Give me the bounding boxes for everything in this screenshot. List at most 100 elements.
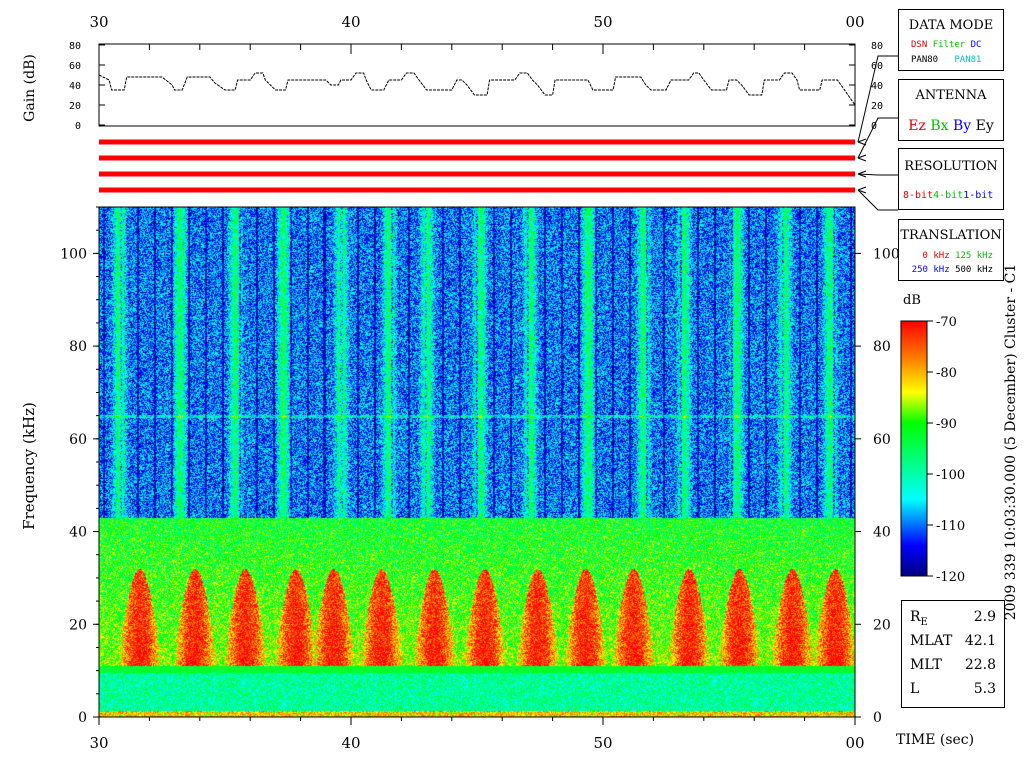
ephemeris-value-re: 2.9 bbox=[973, 609, 996, 625]
ephemeris-row-mlat: MLAT 42.1 bbox=[910, 633, 996, 655]
colorbar-tick-label: -70 bbox=[936, 315, 957, 330]
ephemeris-value-mlt: 22.8 bbox=[964, 657, 996, 673]
antenna-panel: ANTENNA Ez Bx By Ey bbox=[898, 79, 1004, 141]
ephemeris-label-mlat: MLAT bbox=[910, 633, 953, 649]
gain-tick-label-left: 60 bbox=[69, 61, 81, 72]
gain-tick-label-right: 40 bbox=[871, 81, 883, 92]
freq-tick-label-left: 40 bbox=[69, 525, 87, 541]
colorbar bbox=[900, 320, 928, 577]
spectrogram-ylabel: Frequency (kHz) bbox=[20, 402, 38, 530]
time-label-bottom: 00 bbox=[845, 734, 864, 752]
connector-arrow bbox=[857, 186, 867, 194]
connector-arrow bbox=[857, 170, 867, 178]
gain-line bbox=[98, 72, 856, 106]
spectrogram-axes: 0 0 20 20 40 40 60 60 80 80 100 100 bbox=[60, 206, 900, 726]
ephemeris-label-mlt: MLT bbox=[910, 657, 942, 673]
mode-bar bbox=[99, 139, 855, 145]
freq-tick-label-left: 100 bbox=[60, 246, 87, 262]
freq-tick-label-left: 20 bbox=[69, 617, 87, 633]
time-label-top: 00 bbox=[845, 13, 864, 31]
panel-connectors bbox=[857, 55, 898, 211]
mode-bar bbox=[99, 155, 855, 161]
connector-arrow bbox=[857, 154, 867, 162]
resolution-1bit: 1-bit bbox=[963, 190, 994, 201]
time-axis-bottom: 30 40 50 00 bbox=[89, 734, 864, 752]
gain-tick-label-left: 80 bbox=[69, 41, 81, 52]
colorbar-tick-label: -110 bbox=[936, 519, 965, 534]
ephemeris-row-l: L 5.3 bbox=[910, 681, 996, 703]
ephemeris-value-l: 5.3 bbox=[973, 681, 996, 697]
gain-tick-label-right: 60 bbox=[871, 61, 883, 72]
data-mode-filter: Filter bbox=[932, 40, 966, 50]
freq-tick-label-left: 80 bbox=[69, 339, 87, 355]
antenna-bx: Bx bbox=[930, 118, 949, 134]
connector-arrow bbox=[857, 138, 867, 146]
translation-title: TRANSLATION bbox=[900, 228, 1002, 243]
gain-tick-label-left: 0 bbox=[75, 121, 81, 132]
antenna-by: By bbox=[952, 118, 972, 134]
ephemeris-sub-re: E bbox=[920, 616, 928, 628]
resolution-4bit: 4-bit bbox=[933, 190, 964, 201]
time-label-bottom: 40 bbox=[341, 734, 360, 752]
resolution-8bit: 8-bit bbox=[903, 190, 934, 201]
spectrogram-container bbox=[99, 207, 855, 717]
colorbar-tick-label: -90 bbox=[936, 417, 957, 432]
translation-250khz: 250 kHz bbox=[911, 265, 950, 275]
antenna-ez: Ez bbox=[908, 118, 926, 134]
side-title: 2009 339 10:03:30.000 (5 December) Clust… bbox=[1003, 264, 1019, 621]
freq-tick-label-left: 60 bbox=[69, 432, 87, 448]
ephemeris-label-re: R bbox=[910, 609, 921, 625]
freq-tick-label-right: 40 bbox=[873, 525, 891, 541]
data-mode-panel: DATA MODE DSN Filter DC PAN80 PAN81 bbox=[898, 9, 1004, 71]
mode-bars bbox=[99, 139, 855, 193]
time-label-top: 30 bbox=[89, 13, 108, 31]
mode-bar bbox=[99, 171, 855, 177]
antenna-ey: Ey bbox=[975, 118, 994, 134]
freq-tick-label-right: 100 bbox=[873, 246, 900, 262]
time-axis-label: TIME (sec) bbox=[896, 732, 974, 748]
panel-connector bbox=[857, 189, 898, 211]
data-mode-title: DATA MODE bbox=[908, 18, 994, 33]
antenna-title: ANTENNA bbox=[915, 88, 987, 103]
colorbar-ticks: -70 -80 -90 -100 -110 -120 bbox=[927, 315, 965, 585]
mode-bar bbox=[99, 187, 855, 193]
data-mode-dc: DC bbox=[970, 40, 982, 50]
gain-tick-label-right: 80 bbox=[871, 41, 883, 52]
ephemeris-row-re: RE 2.9 bbox=[910, 609, 996, 631]
ephemeris-row-mlt: MLT 22.8 bbox=[910, 657, 996, 679]
time-label-bottom: 30 bbox=[89, 734, 108, 752]
resolution-panel: RESOLUTION 8-bit4-bit1-bit bbox=[898, 148, 1004, 210]
data-mode-pan80: PAN80 bbox=[911, 55, 939, 65]
ephemeris-label-l: L bbox=[910, 681, 920, 697]
colorbar-tick-label: -120 bbox=[936, 570, 965, 585]
panel-connector bbox=[857, 117, 898, 159]
panel-connector bbox=[857, 55, 898, 143]
translation-panel: TRANSLATION 0 kHz 125 kHz 250 kHz 500 kH… bbox=[898, 219, 1004, 281]
gain-ylabel: Gain (dB) bbox=[22, 54, 38, 122]
ephemeris-value-mlat: 42.1 bbox=[964, 633, 996, 649]
colorbar-tick-label: -100 bbox=[936, 468, 965, 483]
freq-tick-label-right: 0 bbox=[873, 710, 882, 726]
data-mode-pan81: PAN81 bbox=[954, 55, 982, 65]
ephemeris-panel: RE 2.9 MLAT 42.1 MLT 22.8 L 5.3 bbox=[901, 600, 1005, 708]
resolution-title: RESOLUTION bbox=[904, 159, 998, 174]
gain-tick-label-left: 40 bbox=[69, 81, 81, 92]
gain-tick-label-right: 20 bbox=[871, 101, 883, 112]
data-mode-dsn: DSN bbox=[911, 40, 928, 50]
panel-connector bbox=[857, 173, 898, 176]
time-label-top: 40 bbox=[341, 13, 360, 31]
time-label-top: 50 bbox=[593, 13, 612, 31]
translation-0khz: 0 kHz bbox=[922, 251, 950, 261]
colorbar-tick-label: -80 bbox=[936, 366, 957, 381]
gain-panel-frame bbox=[98, 43, 856, 127]
time-axis-top: 30 40 50 00 bbox=[89, 13, 864, 31]
time-label-bottom: 50 bbox=[593, 734, 612, 752]
freq-tick-label-right: 60 bbox=[873, 432, 891, 448]
gain-tick-label-left: 20 bbox=[69, 101, 81, 112]
freq-tick-label-right: 20 bbox=[873, 617, 891, 633]
freq-tick-label-left: 0 bbox=[78, 710, 87, 726]
colorbar-unit: dB bbox=[903, 293, 921, 308]
translation-500khz: 500 kHz bbox=[955, 265, 993, 275]
